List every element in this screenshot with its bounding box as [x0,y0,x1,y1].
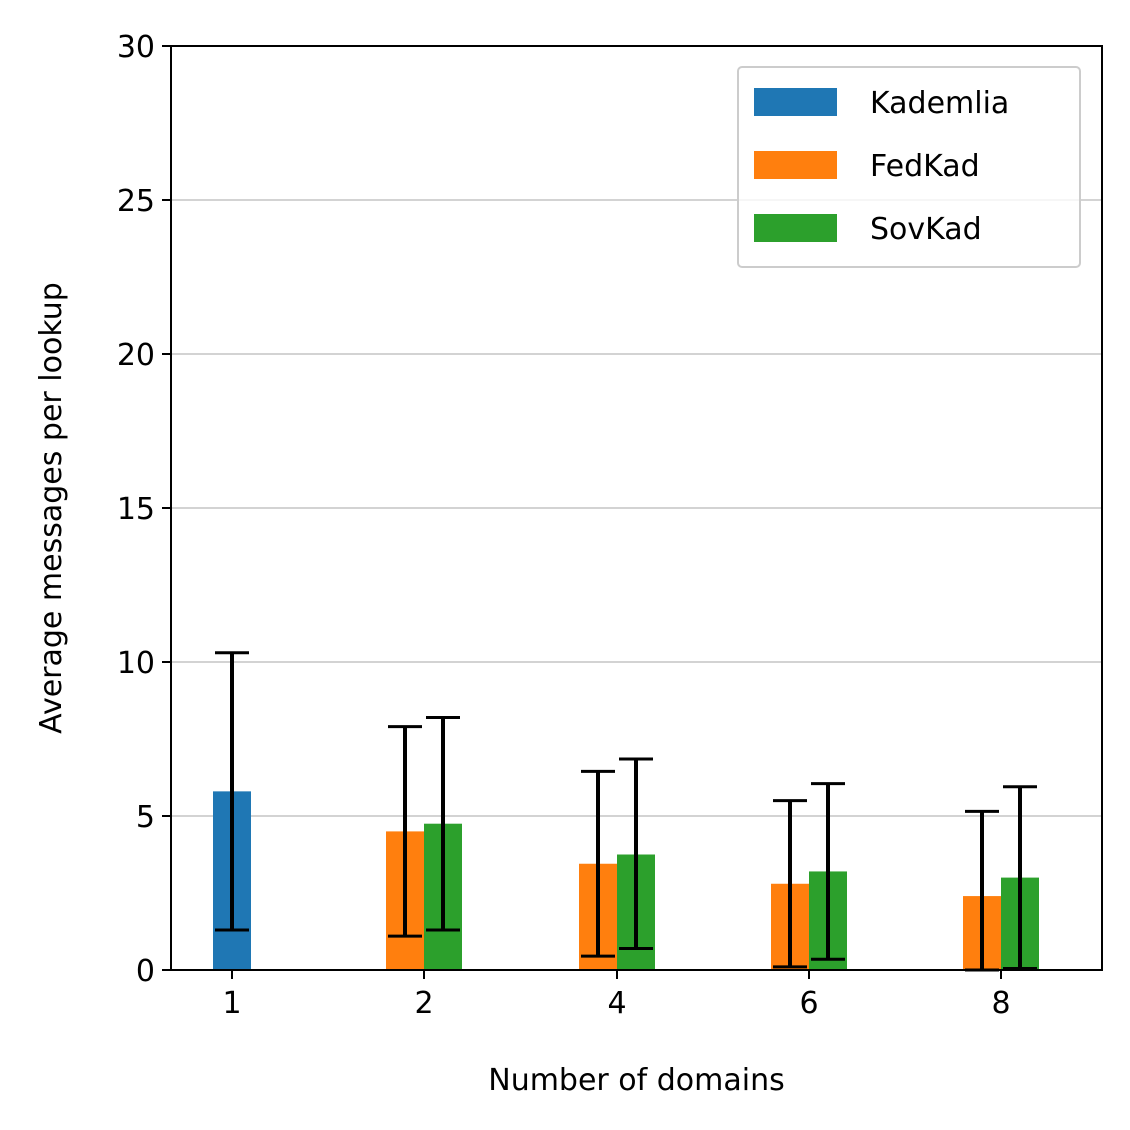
bars [213,791,1039,970]
y-tick-label: 0 [136,954,155,989]
y-tick-label: 10 [117,646,155,681]
x-axis-ticks: 1 2 4 6 8 [222,970,1011,1021]
y-tick-label: 20 [117,338,155,373]
x-tick-label: 6 [799,986,818,1021]
legend-swatch-fedkad [754,151,837,179]
x-tick-label: 8 [991,986,1010,1021]
y-tick-label: 25 [117,184,155,219]
x-axis-label: Number of domains [488,1063,784,1098]
y-axis-label: Average messages per lookup [34,282,69,734]
y-tick-label: 30 [117,30,155,65]
y-tick-label: 15 [117,492,155,527]
grid-lines [171,199,1102,817]
y-tick-label: 5 [136,800,155,835]
x-tick-label: 4 [607,986,626,1021]
x-tick-label: 2 [414,986,433,1021]
y-axis-ticks: 0 5 10 15 20 25 30 [117,30,171,989]
legend-label-sovkad: SovKad [870,212,982,247]
legend-swatch-sovkad [754,214,837,242]
legend-swatch-kademlia [754,88,837,116]
x-tick-label: 1 [222,986,241,1021]
legend-label-kademlia: Kademlia [870,86,1009,121]
legend-label-fedkad: FedKad [870,149,980,184]
legend: Kademlia FedKad SovKad [737,66,1081,268]
